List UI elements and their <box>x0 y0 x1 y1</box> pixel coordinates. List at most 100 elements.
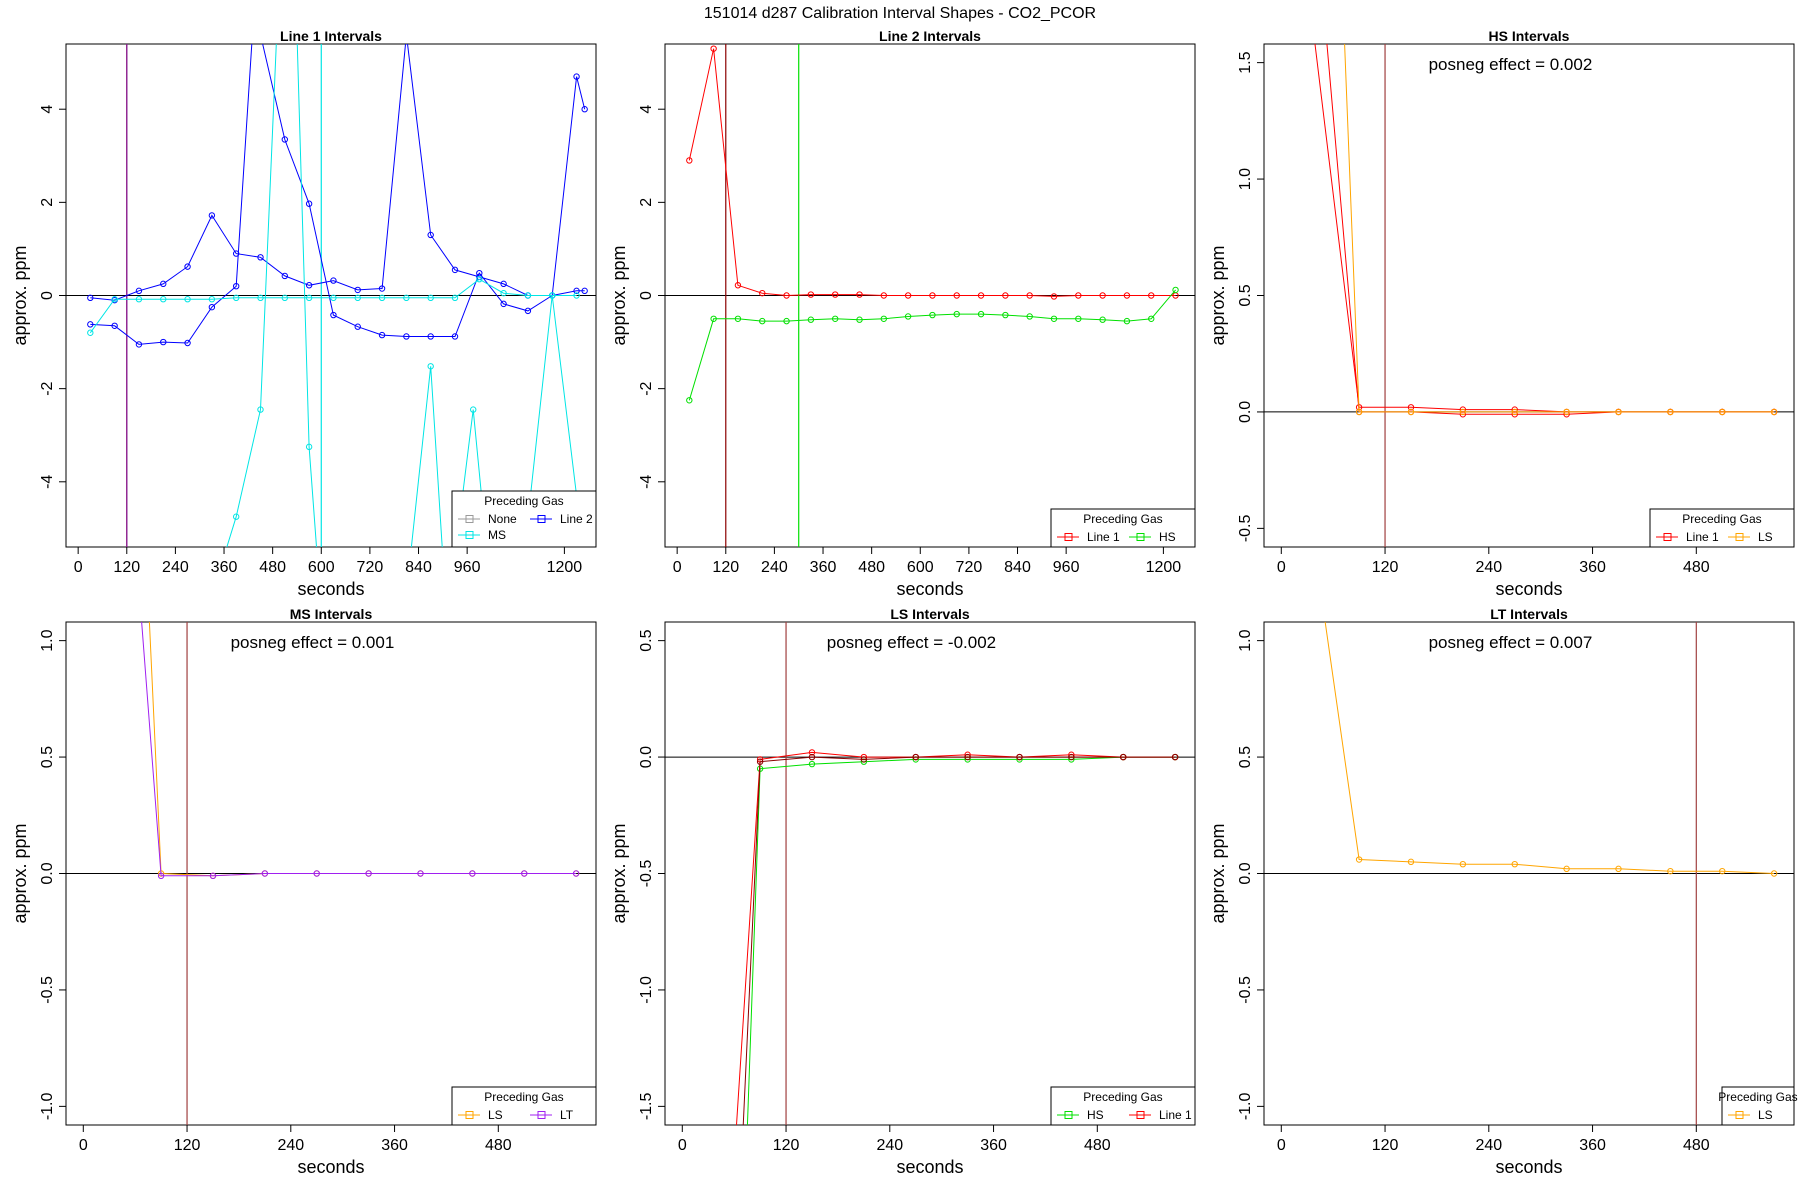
panel-title: LT Intervals <box>1490 606 1568 622</box>
y-tick-label: 0.0 <box>638 746 655 768</box>
data-point <box>184 263 191 270</box>
data-point <box>1120 753 1127 761</box>
x-tick-label: 840 <box>405 559 432 576</box>
data-point <box>281 136 289 143</box>
data-point <box>476 275 483 283</box>
data-point <box>87 329 94 336</box>
data-point <box>759 289 766 297</box>
legend-label-line-1: Line 1 <box>1159 1108 1192 1122</box>
legend-label-line-1: Line 1 <box>1686 530 1719 544</box>
data-point <box>1123 292 1131 299</box>
x-tick-label: 720 <box>357 559 384 576</box>
data-point <box>160 280 167 288</box>
legend-title: Preceding Gas <box>1083 512 1162 526</box>
y-tick-label: -0.5 <box>1237 976 1254 1004</box>
x-tick-label: 360 <box>810 559 837 576</box>
posneg-annotation: posneg effect = -0.002 <box>827 633 996 652</box>
data-point <box>157 872 165 880</box>
x-axis-label: seconds <box>297 579 364 599</box>
data-point <box>807 291 815 298</box>
series-group <box>87 32 588 547</box>
x-tick-label: 0 <box>74 559 83 576</box>
data-point <box>880 315 888 322</box>
y-tick-label: 0.5 <box>1237 746 1254 768</box>
legend-label-ls: LS <box>488 1108 503 1122</box>
x-tick-label: 960 <box>1053 559 1080 576</box>
data-point <box>305 294 313 302</box>
data-point <box>305 443 313 451</box>
y-axis-label: approx. ppm <box>1208 245 1228 345</box>
panel-lt-intervals: LT Intervals 0 120 240 360 480 -1.0 -0.5 0.0 0.5 1… <box>1208 606 1798 1177</box>
legend-box <box>1050 1086 1196 1126</box>
x-tick-label: 1200 <box>1146 559 1182 576</box>
data-point <box>261 870 269 877</box>
series-line-line-2-b <box>90 44 586 345</box>
data-point <box>1002 311 1009 319</box>
legend-label-ls: LS <box>1758 530 1773 544</box>
x-tick-label: 120 <box>1372 559 1399 576</box>
data-point <box>734 315 742 322</box>
data-point <box>734 282 742 289</box>
data-point <box>1099 316 1106 323</box>
y-tick-label: 4 <box>638 105 655 114</box>
legend-label-ls: LS <box>1758 1108 1773 1122</box>
data-point <box>111 296 118 303</box>
y-tick-label: 0.5 <box>1237 284 1254 306</box>
data-point <box>1068 753 1075 761</box>
data-point <box>1615 865 1622 873</box>
x-tick-label: 120 <box>1372 1137 1399 1154</box>
x-tick-label: 840 <box>1004 559 1031 576</box>
series-group <box>1324 622 1778 877</box>
x-tick-label: 120 <box>113 559 140 576</box>
x-tick-label: 240 <box>1475 559 1502 576</box>
data-point <box>208 212 216 219</box>
data-point <box>1407 858 1415 866</box>
data-point <box>953 310 960 318</box>
data-point <box>208 303 216 311</box>
data-point <box>1719 867 1726 875</box>
legend-title: Preceding Gas <box>1682 512 1761 526</box>
x-tick-label: 360 <box>980 1137 1007 1154</box>
x-tick-label: 240 <box>876 1137 903 1154</box>
data-point <box>953 292 960 299</box>
panel-title: Line 2 Intervals <box>879 28 981 44</box>
data-point <box>977 310 985 318</box>
data-point <box>524 292 532 299</box>
data-point <box>417 870 424 877</box>
data-point <box>1026 292 1033 299</box>
data-point <box>710 45 717 52</box>
data-point <box>378 294 386 302</box>
legend-swatch-marker <box>465 1111 474 1119</box>
data-point <box>1171 753 1179 761</box>
data-point <box>831 315 839 322</box>
data-point <box>581 106 588 113</box>
x-axis-label: seconds <box>1495 579 1562 599</box>
series-line-ms-c <box>410 295 583 547</box>
data-point <box>1172 286 1179 294</box>
x-tick-label: 120 <box>712 559 739 576</box>
y-tick-label: -0.5 <box>638 860 655 888</box>
x-axis-label: seconds <box>896 1157 963 1177</box>
data-point <box>313 870 320 877</box>
data-point <box>1407 408 1415 416</box>
data-point <box>281 294 289 302</box>
data-point <box>354 286 361 294</box>
data-point <box>573 287 580 295</box>
y-tick-label: -4 <box>638 475 655 489</box>
data-point <box>500 300 507 308</box>
legend-title: Preceding Gas <box>484 1090 563 1104</box>
data-point <box>354 323 361 330</box>
y-tick-label: 0 <box>39 291 56 300</box>
y-tick-label: 0.0 <box>1237 862 1254 884</box>
data-point <box>856 291 863 298</box>
panel-title: Line 1 Intervals <box>280 28 382 44</box>
legend-box <box>451 1086 597 1126</box>
data-point <box>572 870 580 877</box>
panel-title: MS Intervals <box>290 606 373 622</box>
data-point <box>330 277 337 284</box>
series-line-ls <box>1324 622 1775 874</box>
series-line-line-1 <box>688 48 1176 297</box>
data-point <box>403 333 410 340</box>
data-point <box>404 32 409 37</box>
